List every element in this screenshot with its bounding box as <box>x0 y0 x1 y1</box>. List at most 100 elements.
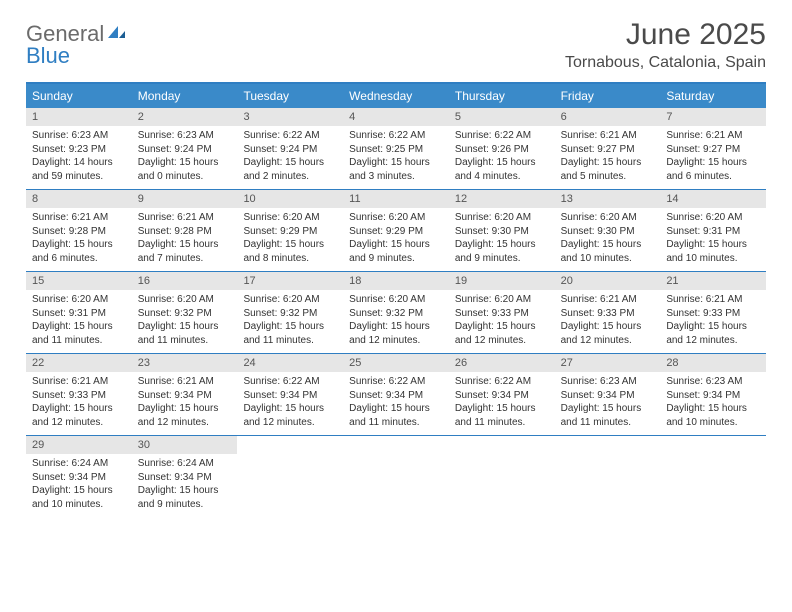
empty-cell <box>555 436 661 517</box>
daylight-text: Daylight: 15 hours and 12 minutes. <box>32 402 126 429</box>
day-info: Sunrise: 6:20 AMSunset: 9:30 PMDaylight:… <box>555 208 661 271</box>
sunset-text: Sunset: 9:32 PM <box>349 307 443 321</box>
day-cell: 14Sunrise: 6:20 AMSunset: 9:31 PMDayligh… <box>660 190 766 271</box>
empty-cell <box>449 436 555 517</box>
day-info: Sunrise: 6:22 AMSunset: 9:34 PMDaylight:… <box>343 372 449 435</box>
header: General Blue June 2025 Tornabous, Catalo… <box>26 18 766 72</box>
day-info: Sunrise: 6:21 AMSunset: 9:33 PMDaylight:… <box>555 290 661 353</box>
day-cell: 18Sunrise: 6:20 AMSunset: 9:32 PMDayligh… <box>343 272 449 353</box>
day-cell: 11Sunrise: 6:20 AMSunset: 9:29 PMDayligh… <box>343 190 449 271</box>
day-number: 20 <box>555 272 661 290</box>
day-info: Sunrise: 6:20 AMSunset: 9:32 PMDaylight:… <box>343 290 449 353</box>
sunrise-text: Sunrise: 6:22 AM <box>349 129 443 143</box>
sunrise-text: Sunrise: 6:20 AM <box>243 293 337 307</box>
sunset-text: Sunset: 9:34 PM <box>138 471 232 485</box>
daylight-text: Daylight: 15 hours and 12 minutes. <box>243 402 337 429</box>
day-cell: 4Sunrise: 6:22 AMSunset: 9:25 PMDaylight… <box>343 108 449 189</box>
daylight-text: Daylight: 15 hours and 11 minutes. <box>243 320 337 347</box>
sunset-text: Sunset: 9:25 PM <box>349 143 443 157</box>
sunrise-text: Sunrise: 6:24 AM <box>32 457 126 471</box>
day-info: Sunrise: 6:23 AMSunset: 9:34 PMDaylight:… <box>660 372 766 435</box>
day-number: 2 <box>132 108 238 126</box>
day-info: Sunrise: 6:20 AMSunset: 9:29 PMDaylight:… <box>343 208 449 271</box>
daylight-text: Daylight: 15 hours and 12 minutes. <box>561 320 655 347</box>
sunrise-text: Sunrise: 6:22 AM <box>243 129 337 143</box>
logo-word-blue: Blue <box>26 43 70 68</box>
sunset-text: Sunset: 9:30 PM <box>455 225 549 239</box>
day-cell: 27Sunrise: 6:23 AMSunset: 9:34 PMDayligh… <box>555 354 661 435</box>
sunset-text: Sunset: 9:30 PM <box>561 225 655 239</box>
logo: General Blue <box>26 24 126 68</box>
day-header-cell: Saturday <box>660 84 766 108</box>
day-info: Sunrise: 6:22 AMSunset: 9:24 PMDaylight:… <box>237 126 343 189</box>
daylight-text: Daylight: 15 hours and 9 minutes. <box>138 484 232 511</box>
day-info: Sunrise: 6:20 AMSunset: 9:31 PMDaylight:… <box>660 208 766 271</box>
day-number: 8 <box>26 190 132 208</box>
daylight-text: Daylight: 15 hours and 10 minutes. <box>561 238 655 265</box>
day-header-row: SundayMondayTuesdayWednesdayThursdayFrid… <box>26 84 766 108</box>
day-cell: 13Sunrise: 6:20 AMSunset: 9:30 PMDayligh… <box>555 190 661 271</box>
day-header-cell: Tuesday <box>237 84 343 108</box>
sunrise-text: Sunrise: 6:21 AM <box>666 129 760 143</box>
day-cell: 29Sunrise: 6:24 AMSunset: 9:34 PMDayligh… <box>26 436 132 517</box>
sunrise-text: Sunrise: 6:20 AM <box>455 211 549 225</box>
day-number: 30 <box>132 436 238 454</box>
day-cell: 7Sunrise: 6:21 AMSunset: 9:27 PMDaylight… <box>660 108 766 189</box>
day-cell: 3Sunrise: 6:22 AMSunset: 9:24 PMDaylight… <box>237 108 343 189</box>
day-cell: 16Sunrise: 6:20 AMSunset: 9:32 PMDayligh… <box>132 272 238 353</box>
day-info: Sunrise: 6:20 AMSunset: 9:30 PMDaylight:… <box>449 208 555 271</box>
sunset-text: Sunset: 9:34 PM <box>243 389 337 403</box>
day-number: 28 <box>660 354 766 372</box>
day-info: Sunrise: 6:23 AMSunset: 9:24 PMDaylight:… <box>132 126 238 189</box>
daylight-text: Daylight: 15 hours and 6 minutes. <box>666 156 760 183</box>
day-info: Sunrise: 6:21 AMSunset: 9:33 PMDaylight:… <box>26 372 132 435</box>
sunrise-text: Sunrise: 6:20 AM <box>455 293 549 307</box>
daylight-text: Daylight: 15 hours and 5 minutes. <box>561 156 655 183</box>
sunset-text: Sunset: 9:34 PM <box>666 389 760 403</box>
day-number: 13 <box>555 190 661 208</box>
day-number: 27 <box>555 354 661 372</box>
daylight-text: Daylight: 15 hours and 10 minutes. <box>32 484 126 511</box>
day-info: Sunrise: 6:20 AMSunset: 9:31 PMDaylight:… <box>26 290 132 353</box>
day-info: Sunrise: 6:23 AMSunset: 9:34 PMDaylight:… <box>555 372 661 435</box>
day-number: 18 <box>343 272 449 290</box>
sunset-text: Sunset: 9:33 PM <box>32 389 126 403</box>
logo-text: General Blue <box>26 24 126 68</box>
sunset-text: Sunset: 9:34 PM <box>138 389 232 403</box>
daylight-text: Daylight: 15 hours and 12 minutes. <box>138 402 232 429</box>
sunrise-text: Sunrise: 6:21 AM <box>32 211 126 225</box>
sunrise-text: Sunrise: 6:22 AM <box>349 375 443 389</box>
sunset-text: Sunset: 9:28 PM <box>32 225 126 239</box>
day-cell: 5Sunrise: 6:22 AMSunset: 9:26 PMDaylight… <box>449 108 555 189</box>
sail-icon <box>106 24 126 45</box>
week-row: 8 Sunrise: 6:21 AMSunset: 9:28 PM Daylight… <box>26 190 766 272</box>
day-number: 7 <box>660 108 766 126</box>
empty-cell <box>237 436 343 517</box>
sunrise-text: Sunrise: 6:20 AM <box>349 293 443 307</box>
day-info: Sunrise: 6:21 AMSunset: 9:27 PMDaylight:… <box>555 126 661 189</box>
daylight-text: Daylight: 15 hours and 11 minutes. <box>32 320 126 347</box>
day-number: 26 <box>449 354 555 372</box>
day-header-cell: Monday <box>132 84 238 108</box>
sunset-text: Sunset: 9:27 PM <box>561 143 655 157</box>
sunrise-text: Sunrise: 6:21 AM <box>561 129 655 143</box>
sunset-text: Sunset: 9:29 PM <box>243 225 337 239</box>
day-cell: 24Sunrise: 6:22 AMSunset: 9:34 PMDayligh… <box>237 354 343 435</box>
sunrise-text: Sunrise: 6:22 AM <box>455 129 549 143</box>
day-info: Sunrise: 6:20 AMSunset: 9:29 PMDaylight:… <box>237 208 343 271</box>
day-cell: 22Sunrise: 6:21 AMSunset: 9:33 PMDayligh… <box>26 354 132 435</box>
daylight-text: Daylight: 15 hours and 11 minutes. <box>561 402 655 429</box>
day-number: 21 <box>660 272 766 290</box>
daylight-text: Daylight: 15 hours and 9 minutes. <box>349 238 443 265</box>
daylight-text: Daylight: 15 hours and 10 minutes. <box>666 238 760 265</box>
daylight-text: Daylight: 15 hours and 4 minutes. <box>455 156 549 183</box>
day-number: 17 <box>237 272 343 290</box>
day-info: Sunrise: 6:22 AMSunset: 9:26 PMDaylight:… <box>449 126 555 189</box>
daylight-text: Daylight: 15 hours and 11 minutes. <box>349 402 443 429</box>
day-number: 3 <box>237 108 343 126</box>
day-cell: 30Sunrise: 6:24 AMSunset: 9:34 PMDayligh… <box>132 436 238 517</box>
daylight-text: Daylight: 15 hours and 12 minutes. <box>455 320 549 347</box>
sunset-text: Sunset: 9:31 PM <box>666 225 760 239</box>
day-cell: 10Sunrise: 6:20 AMSunset: 9:29 PMDayligh… <box>237 190 343 271</box>
location-subtitle: Tornabous, Catalonia, Spain <box>565 54 766 72</box>
